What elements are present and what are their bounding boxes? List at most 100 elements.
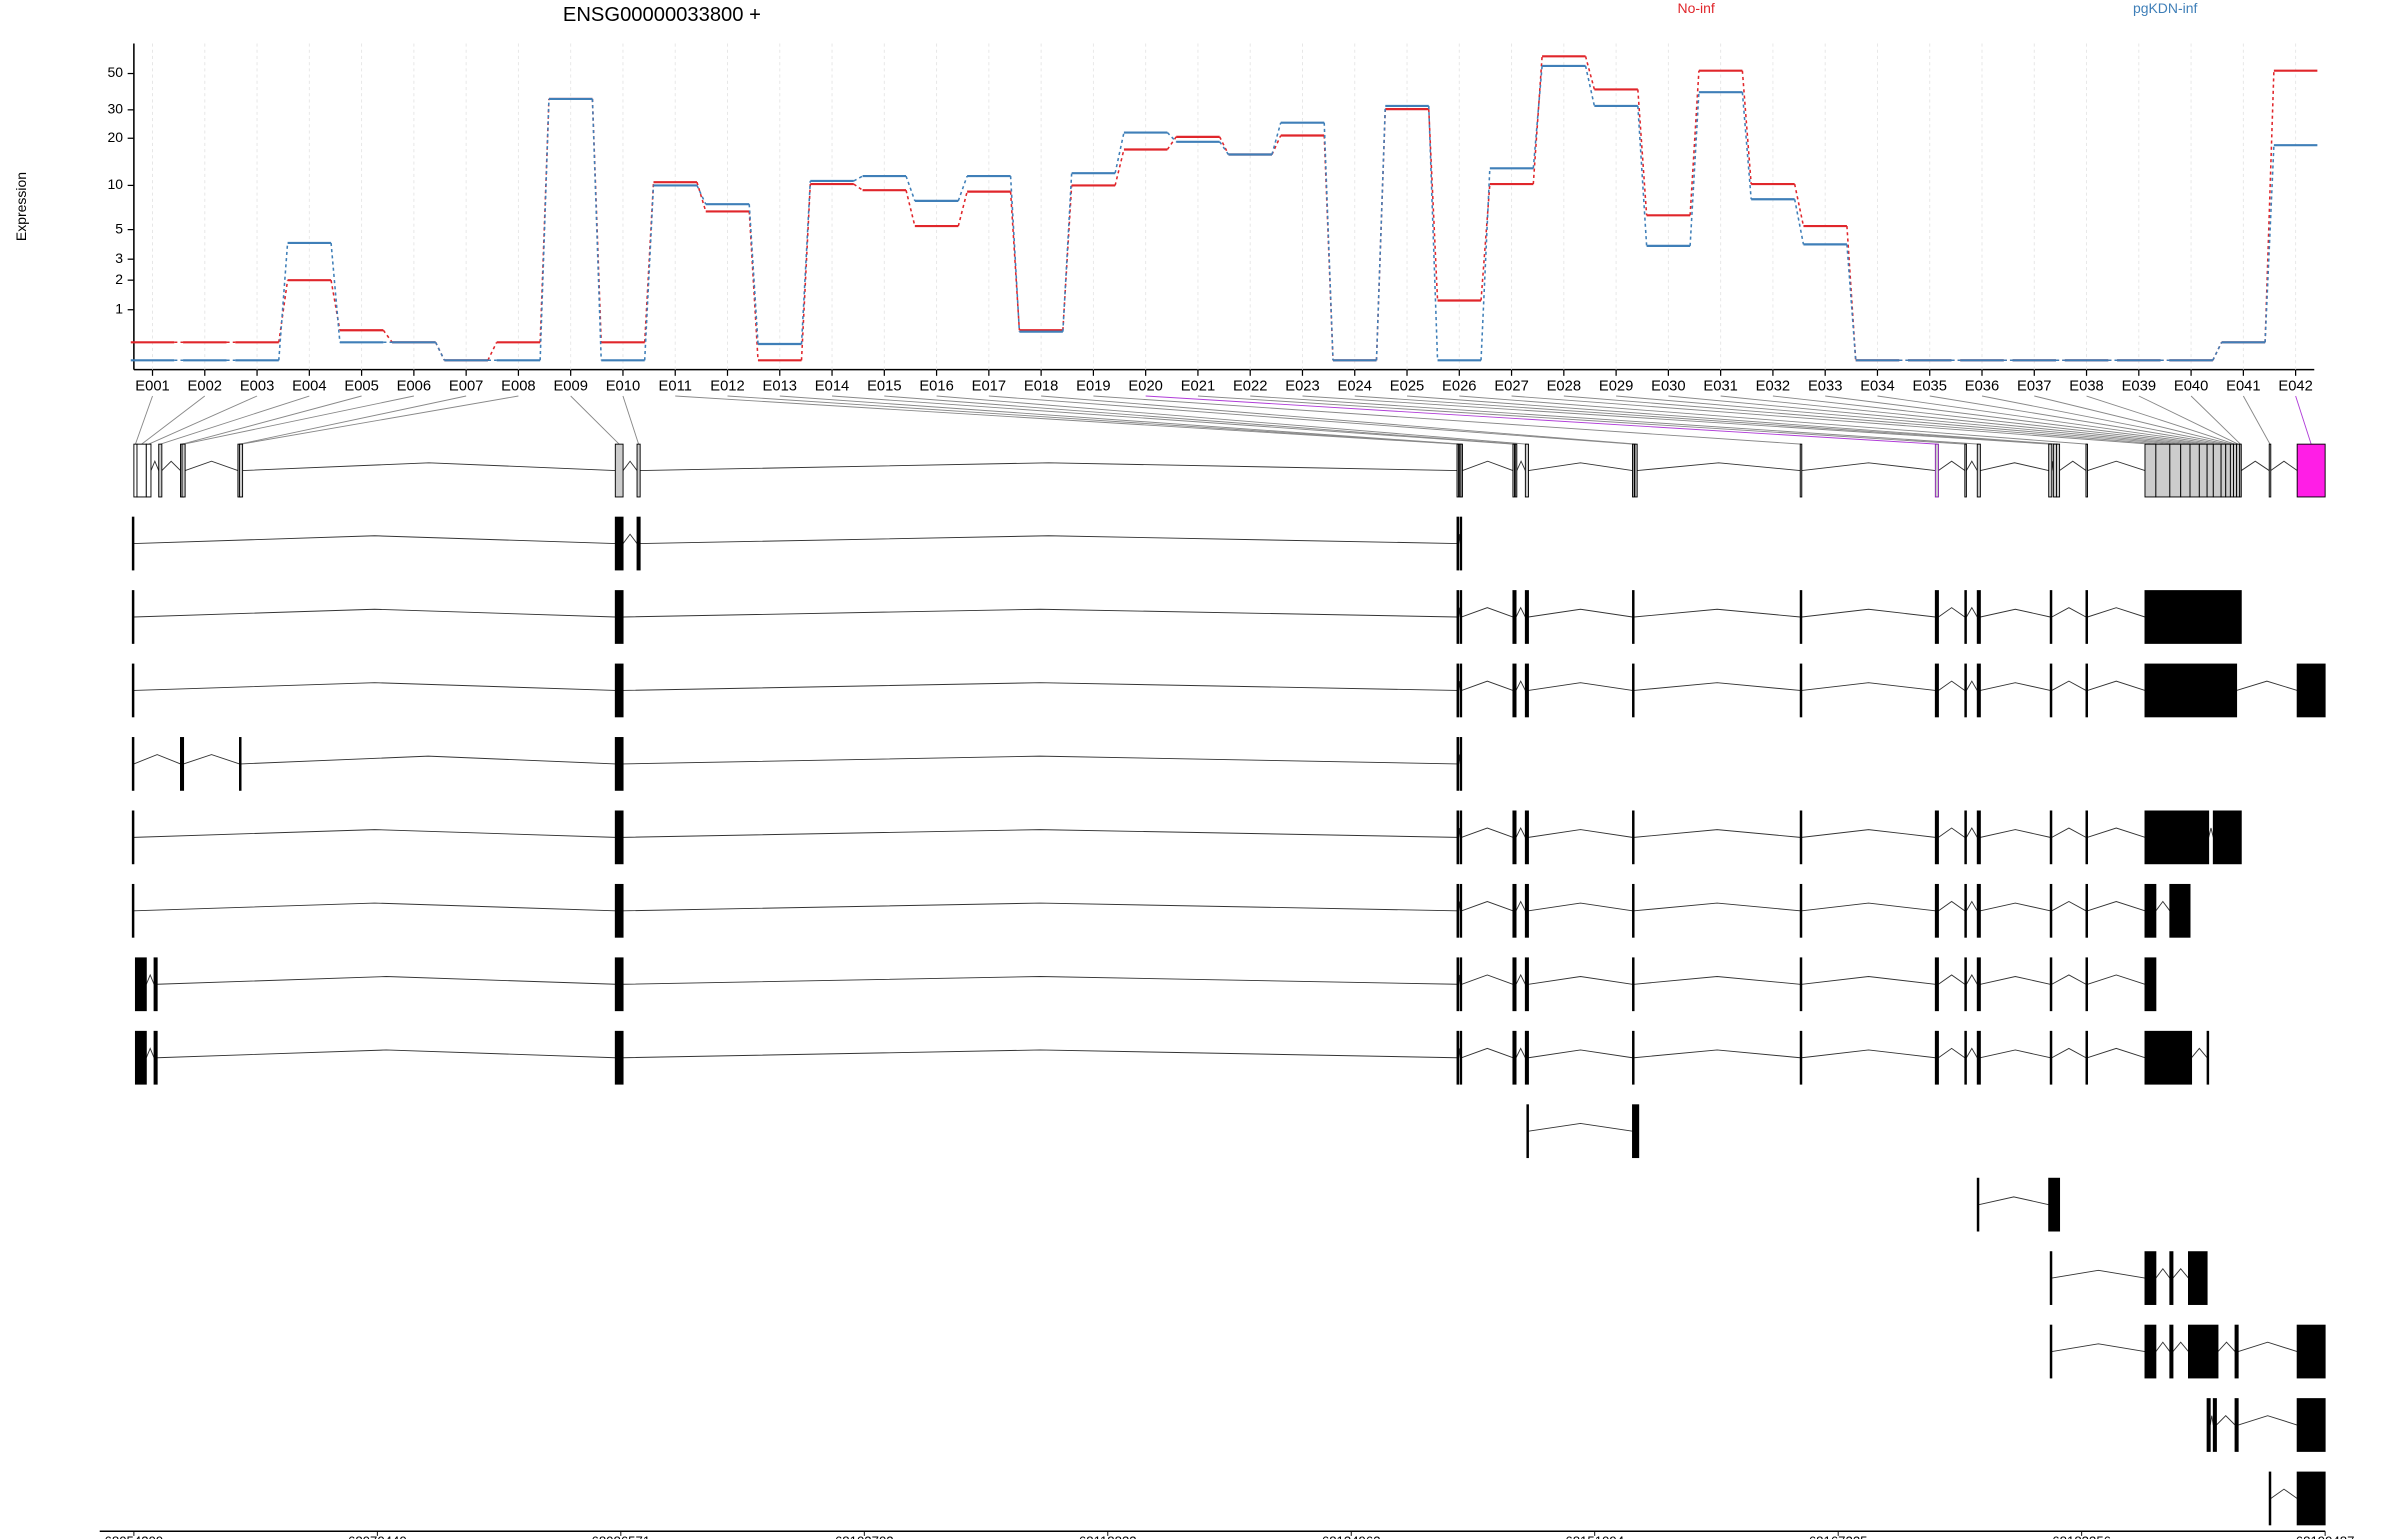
step-connector xyxy=(1741,70,1752,185)
intron xyxy=(1528,462,1633,472)
exon xyxy=(134,1030,147,1085)
intron xyxy=(184,460,239,471)
exon xyxy=(133,443,138,498)
step-connector xyxy=(382,329,393,343)
step-connector xyxy=(1114,132,1125,174)
exon xyxy=(1799,663,1803,718)
intron xyxy=(2238,1341,2298,1352)
intron xyxy=(133,608,616,618)
exon xyxy=(145,443,152,498)
exon-connector xyxy=(832,395,1514,445)
intron xyxy=(622,533,638,544)
exon xyxy=(1934,883,1939,938)
exon-connector xyxy=(1668,395,2186,445)
intron xyxy=(2087,827,2146,838)
x-tick-label: E001 xyxy=(135,379,169,395)
intron xyxy=(1634,682,1801,691)
exon-connector xyxy=(1459,395,2087,445)
step-connector xyxy=(643,185,655,361)
exon xyxy=(2049,1251,2053,1305)
exon xyxy=(2188,1324,2219,1379)
exon-connector xyxy=(2086,395,2236,445)
intron xyxy=(145,1047,155,1058)
step-connector xyxy=(853,183,864,191)
exon-connector xyxy=(1093,395,1802,445)
intron xyxy=(1801,462,1936,472)
exon xyxy=(1512,590,1517,644)
exon xyxy=(614,957,624,1012)
x-tick-label: E042 xyxy=(2278,379,2312,395)
exon xyxy=(2049,663,2053,718)
exon xyxy=(2085,1030,2088,1085)
exon xyxy=(1976,957,1981,1012)
intron xyxy=(623,902,1458,912)
step-connector xyxy=(1375,105,1387,361)
step-connector xyxy=(800,180,812,345)
intron xyxy=(2172,1341,2189,1352)
exon-connector xyxy=(1354,395,2055,445)
step-connector xyxy=(1427,109,1439,301)
intron xyxy=(2087,1047,2146,1059)
exon xyxy=(2155,443,2171,498)
exon xyxy=(2180,443,2191,498)
exon xyxy=(2049,1324,2053,1379)
exon xyxy=(1524,957,1529,1012)
exon xyxy=(1964,810,1967,865)
exon xyxy=(2239,443,2242,498)
legend-label: pgKDN-inf xyxy=(2133,0,2198,16)
intron xyxy=(2155,1341,2171,1352)
exon xyxy=(1456,590,1460,644)
intron xyxy=(1515,973,1526,985)
exon xyxy=(2169,883,2191,938)
intron xyxy=(2270,1488,2298,1499)
x-tick-label: E037 xyxy=(2017,379,2051,395)
exon xyxy=(2048,443,2053,498)
intron xyxy=(1938,900,1966,912)
step-connector xyxy=(1166,132,1177,143)
intron xyxy=(623,1049,1458,1059)
exon xyxy=(1964,957,1967,1012)
intron xyxy=(2238,1415,2298,1426)
exon xyxy=(131,590,135,644)
x-tick-label: E012 xyxy=(710,379,744,395)
step-connector xyxy=(1062,185,1073,331)
intron xyxy=(1634,829,1801,838)
intron xyxy=(623,976,1458,985)
intron xyxy=(640,462,1458,472)
intron xyxy=(2217,1341,2236,1352)
x-tick-label: E026 xyxy=(1442,379,1476,395)
step-connector xyxy=(278,242,289,361)
step-connector xyxy=(2212,341,2223,361)
intron xyxy=(1634,902,1801,912)
exon xyxy=(2144,590,2242,644)
exon-connector xyxy=(1772,395,2204,445)
x-tick-label: E033 xyxy=(1808,379,1842,395)
step-connector xyxy=(1637,89,1648,216)
x-tick-label: E019 xyxy=(1076,379,1110,395)
exon xyxy=(136,443,147,498)
step-connector xyxy=(1480,168,1491,361)
exon xyxy=(614,1030,624,1085)
exon xyxy=(2144,883,2157,938)
exon xyxy=(2144,1251,2157,1305)
exon xyxy=(1976,663,1981,718)
exon-connector xyxy=(2138,395,2239,445)
exon xyxy=(2212,1398,2217,1452)
exon xyxy=(2144,443,2157,498)
exon xyxy=(2144,1030,2193,1085)
y-tick-label: 5 xyxy=(115,220,123,236)
x-tick-label: E017 xyxy=(972,379,1006,395)
exon xyxy=(1459,957,1463,1012)
intron xyxy=(622,460,638,471)
intron xyxy=(2051,827,2087,838)
intron xyxy=(623,682,1458,691)
intron xyxy=(1461,680,1514,691)
exon xyxy=(1512,443,1515,498)
exon xyxy=(2296,663,2326,718)
exon xyxy=(2049,810,2053,865)
exon-connector xyxy=(1720,395,2195,445)
intron xyxy=(1801,902,1936,912)
step-connector xyxy=(1271,122,1282,155)
x-tick-label: E007 xyxy=(449,379,483,395)
